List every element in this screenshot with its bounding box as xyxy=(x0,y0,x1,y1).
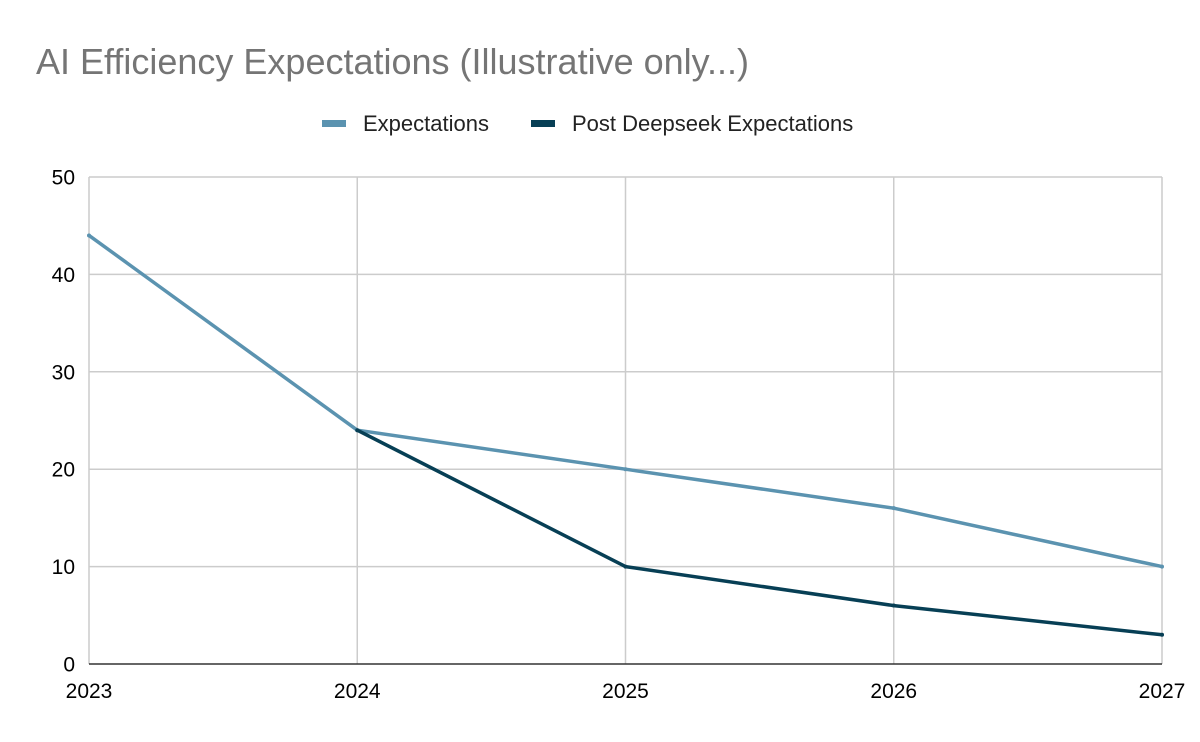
data-point-expectations xyxy=(623,467,628,472)
data-point-expectations xyxy=(891,506,896,511)
y-tick-label: 30 xyxy=(52,361,75,384)
y-tick-label: 10 xyxy=(52,556,75,579)
legend-swatch-post-deepseek xyxy=(531,120,555,127)
data-point-post-deepseek-expectations xyxy=(1160,632,1164,637)
data-point-expectations xyxy=(87,233,91,238)
series-line-post-deepseek-expectations xyxy=(355,428,1164,637)
y-tick-label: 40 xyxy=(52,264,75,287)
data-point-post-deepseek-expectations xyxy=(623,564,628,569)
data-point-post-deepseek-expectations xyxy=(355,428,360,433)
chart-title: AI Efficiency Expectations (Illustrative… xyxy=(36,41,749,82)
x-tick-label: 2024 xyxy=(334,680,381,703)
legend-label-post-deepseek: Post Deepseek Expectations xyxy=(572,111,853,136)
legend-label-expectations: Expectations xyxy=(363,111,489,136)
legend: Expectations Post Deepseek Expectations xyxy=(322,111,853,136)
x-tick-label: 2026 xyxy=(870,680,917,703)
data-point-expectations xyxy=(1160,564,1164,569)
data-point-post-deepseek-expectations xyxy=(891,603,896,608)
legend-swatch-expectations xyxy=(322,120,346,127)
y-tick-label: 50 xyxy=(52,167,75,190)
plot-area: 0 10 20 30 40 50 2023 2024 2025 2026 2027 xyxy=(52,167,1186,704)
x-tick-label: 2025 xyxy=(602,680,649,703)
y-tick-label: 0 xyxy=(63,654,75,677)
y-tick-label: 20 xyxy=(52,459,75,482)
x-tick-label: 2023 xyxy=(66,680,113,703)
x-tick-label: 2027 xyxy=(1139,680,1186,703)
